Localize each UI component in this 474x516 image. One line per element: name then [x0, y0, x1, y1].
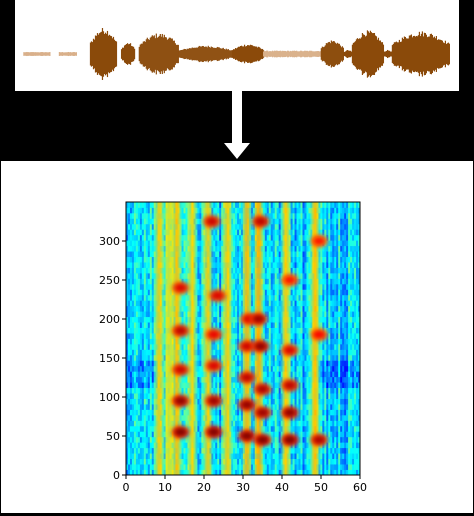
- spectrogram-hotspot: [240, 342, 253, 351]
- spectrogram-hotspot: [254, 342, 267, 351]
- spectrogram-hotspot: [254, 217, 267, 226]
- waveform-segment: [23, 51, 51, 57]
- spectrogram-hotspot: [252, 314, 265, 324]
- x-tick-label: 60: [353, 481, 367, 494]
- x-tick-label: 30: [236, 481, 250, 494]
- y-tick-label: 250: [99, 274, 120, 287]
- waveform-segment: [320, 40, 344, 68]
- x-tick-label: 50: [314, 481, 328, 494]
- spectrogram-chart: 0 10 20 30 40 50 60 0 50 100 150 200 250 300: [99, 201, 367, 494]
- spectrogram-hotspot: [207, 361, 220, 370]
- spectrogram-hotspot: [283, 408, 296, 417]
- spectrogram-hotspot: [211, 291, 224, 300]
- spectrogram-hotspot: [174, 427, 187, 437]
- x-tick-label: 20: [197, 481, 211, 494]
- spectrogram-axes: 0 10 20 30 40 50 60 0 50 100 150 200 250 300: [99, 235, 367, 494]
- waveform-segment: [89, 28, 118, 80]
- spectrogram-band: [173, 202, 180, 475]
- spectrogram-hotspot: [174, 283, 187, 292]
- waveform-segment: [231, 44, 265, 64]
- spectrogram-band: [282, 202, 289, 475]
- y-tick-label: 50: [106, 430, 120, 443]
- waveform-segment: [138, 33, 179, 75]
- spectrogram-band: [189, 202, 196, 475]
- spectrogram-hotspot: [207, 427, 220, 437]
- waveform-segment: [58, 51, 78, 57]
- y-tick-label: 300: [99, 235, 120, 248]
- waveform-panel: [15, 0, 459, 91]
- waveform-segment: [351, 30, 385, 78]
- down-arrow-icon: [224, 91, 250, 159]
- spectrogram-hotspot: [283, 275, 296, 285]
- spectrogram-hotspot: [207, 396, 220, 406]
- spectrogram-hotspot: [207, 330, 220, 339]
- spectrogram-hotspot: [240, 431, 253, 441]
- spectrogram-hotspot: [256, 435, 269, 445]
- spectrogram-band: [255, 202, 262, 475]
- spectrogram-hotspot: [240, 373, 253, 382]
- spectrogram-band: [243, 202, 250, 475]
- y-tick-label: 0: [113, 469, 120, 482]
- waveform-plot: [23, 28, 450, 80]
- waveform-segment: [391, 31, 450, 77]
- y-tick-label: 100: [99, 391, 120, 404]
- x-tick-label: 10: [158, 481, 172, 494]
- y-tick-label: 150: [99, 352, 120, 365]
- waveform-segment: [382, 49, 393, 59]
- spectrogram-hotspot: [240, 400, 253, 409]
- spectrogram-hotspot: [256, 408, 269, 417]
- spectrogram-band: [156, 202, 163, 475]
- spectrogram-hotspot: [174, 365, 187, 374]
- spectrogram-hotspot: [313, 330, 326, 339]
- spectrogram-hotspot: [313, 236, 326, 246]
- spectrogram-hotspot: [174, 326, 187, 335]
- spectrogram-band: [224, 202, 231, 475]
- spectrogram-hotspot: [283, 435, 296, 445]
- spectrogram-hotspot: [256, 385, 269, 394]
- spectrogram-hotspot: [174, 396, 187, 406]
- spectrogram-heatmap: [126, 202, 360, 475]
- waveform-segment: [178, 45, 233, 63]
- spectrogram-hotspot: [283, 381, 296, 390]
- spectrogram-hotspot: [313, 435, 326, 445]
- spectrogram-band: [165, 202, 172, 475]
- waveform-segment: [120, 43, 136, 65]
- x-tick-label: 0: [123, 481, 130, 494]
- spectrogram-panel: 0 10 20 30 40 50 60 0 50 100 150 200 250 300: [1, 161, 473, 513]
- waveform-segment: [342, 50, 353, 58]
- waveform-segment: [263, 50, 322, 58]
- spectrogram-hotspot: [283, 346, 296, 355]
- y-tick-label: 200: [99, 313, 120, 326]
- spectrogram-hotspot: [205, 217, 218, 226]
- x-tick-label: 40: [275, 481, 289, 494]
